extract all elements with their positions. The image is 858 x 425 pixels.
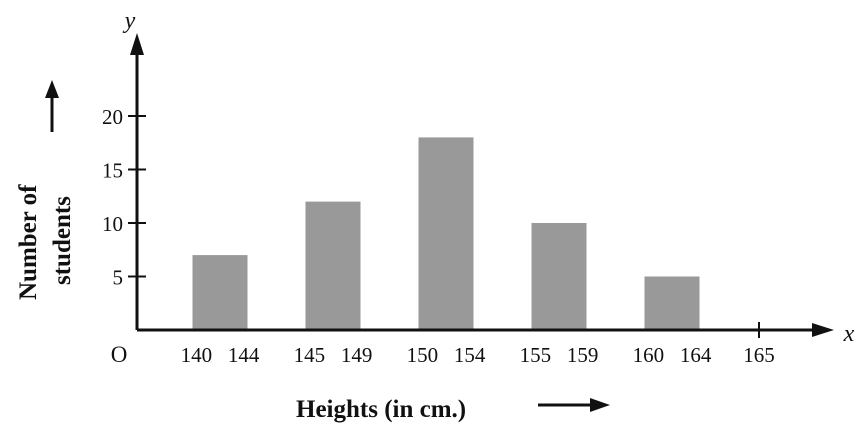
bar-160-164 [644,276,700,330]
y-axis-label: Number of students [15,184,76,300]
y-tick-label-15: 15 [102,159,123,183]
x-tick-label-140-144: 140 144 [181,343,260,367]
origin-label: O [111,342,128,367]
y-tick-label-20: 20 [102,105,123,129]
y-axis-label-line2: students [49,196,76,285]
x-label-arrow-icon [590,398,610,412]
x-tick-label-165: 165 [743,343,775,367]
bar-150-154 [418,137,474,330]
y-tick-label-5: 5 [113,266,124,290]
x-axis-arrowhead [812,323,834,337]
x-tick-labels-group: 140 144 145 149 150 154 155 159 160 164 [181,343,712,367]
y-axis-label-line1: Number of [15,184,42,300]
x-axis-label: Heights (in cm.) [296,396,466,423]
bar-145-149 [305,201,361,330]
y-axis-letter: y [123,8,136,34]
bars-group [192,137,700,330]
y-axis-arrowhead [130,33,144,55]
y-tick-label-10: 10 [102,212,123,236]
y-label-arrow-icon [45,80,59,98]
x-tick-label-145-149: 145 149 [294,343,373,367]
y-ticks-group: 5 10 15 20 [102,105,146,290]
x-tick-label-150-154: 150 154 [407,343,486,367]
x-axis-letter: x [843,321,855,347]
bar-140-144 [192,255,248,330]
x-tick-label-155-159: 155 159 [520,343,599,367]
bar-155-159 [531,223,587,330]
x-tick-label-160-164: 160 164 [633,343,712,367]
